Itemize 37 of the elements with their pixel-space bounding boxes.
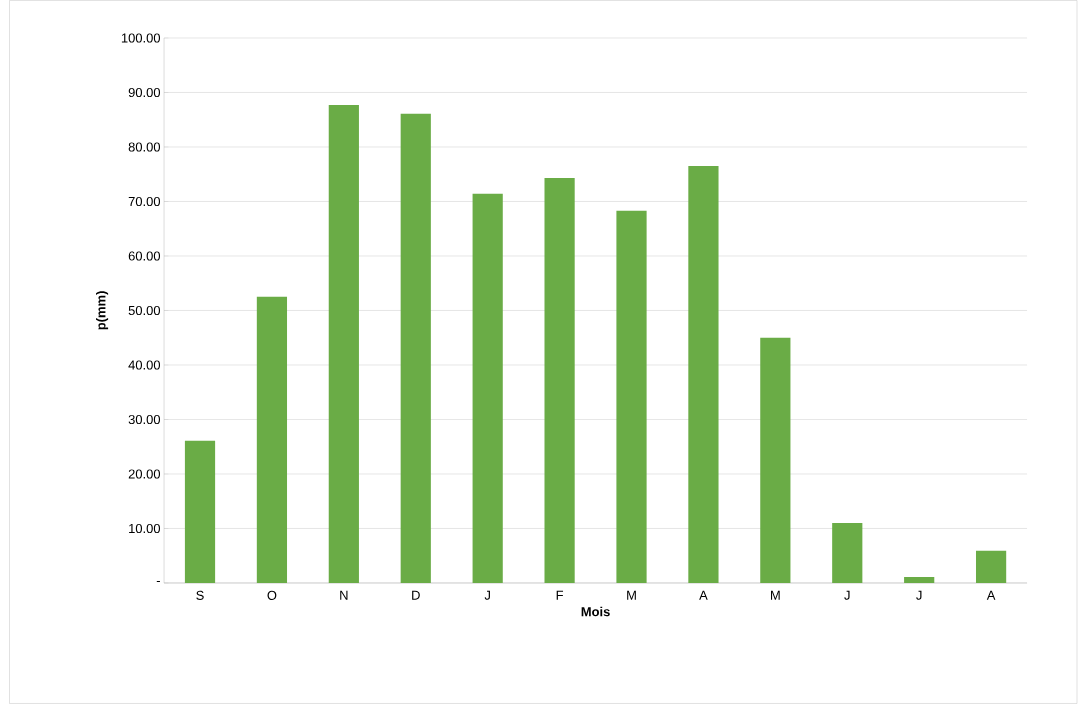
bar xyxy=(904,576,935,583)
x-tick-label: F xyxy=(556,590,564,600)
y-tick-label: 50.00 xyxy=(128,305,161,316)
y-tick-label: 10.00 xyxy=(129,523,161,534)
y-tick-label: 80.00 xyxy=(128,142,161,152)
x-tick-label: D xyxy=(412,590,420,600)
bar xyxy=(760,337,791,583)
bar xyxy=(400,113,431,583)
y-axis-title: p(mm) xyxy=(96,291,109,330)
bar xyxy=(184,440,216,583)
bar xyxy=(616,210,647,583)
y-tick-label: 20.00 xyxy=(128,469,161,479)
x-tick-label: J xyxy=(484,590,490,600)
bar xyxy=(544,178,575,583)
bar xyxy=(975,550,1007,583)
y-tick-label: 40.00 xyxy=(128,360,161,370)
bar xyxy=(832,523,863,583)
x-tick-label: N xyxy=(340,590,348,600)
bar xyxy=(688,166,719,583)
x-tick-label: S xyxy=(196,590,204,600)
x-tick-label: A xyxy=(699,590,708,600)
y-tick-label: 100.00 xyxy=(121,33,161,43)
bar xyxy=(472,193,503,583)
bar xyxy=(256,296,288,583)
x-tick-label: A xyxy=(986,590,996,600)
x-tick-label: J xyxy=(916,590,922,600)
x-tick-label: O xyxy=(267,590,277,600)
y-tick-label: 60.00 xyxy=(128,251,161,261)
x-axis-title: Mois xyxy=(581,606,610,617)
y-tick-label: 70.00 xyxy=(128,196,161,207)
y-tick-label: - xyxy=(156,581,160,583)
x-tick-label: J xyxy=(844,590,850,600)
y-tick-label: 30.00 xyxy=(128,414,161,425)
y-tick-label: 90.00 xyxy=(128,87,161,98)
bar xyxy=(328,105,359,583)
x-tick-label: M xyxy=(771,590,780,600)
x-tick-label: M xyxy=(627,590,636,600)
